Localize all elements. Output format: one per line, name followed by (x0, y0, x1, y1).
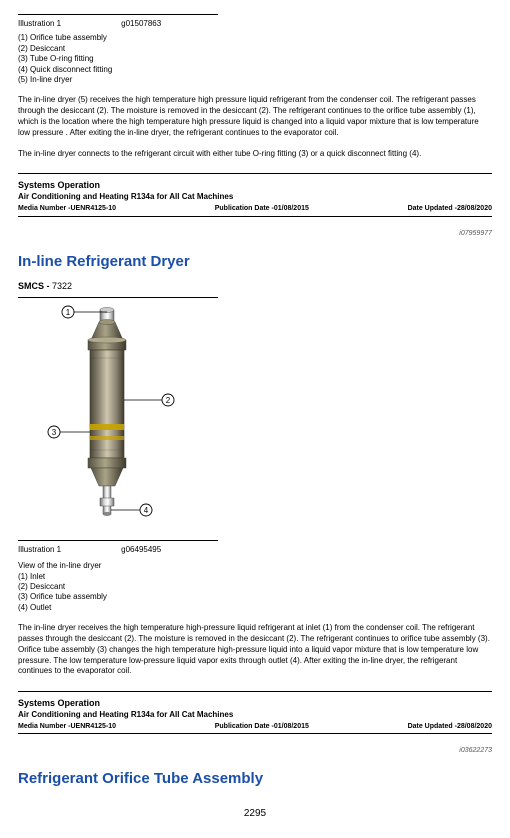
smcs-code: 7322 (52, 281, 72, 291)
svg-text:3: 3 (52, 428, 57, 437)
rule (18, 540, 218, 541)
section-title: In-line Refrigerant Dryer (18, 252, 492, 272)
smcs-row: SMCS - 7322 (18, 281, 492, 293)
meta-row: Media Number -UENR4125-10 Publication Da… (18, 204, 492, 213)
legend-item: (1) Inlet (18, 572, 492, 582)
paragraph: The in-line dryer receives the high temp… (18, 623, 492, 677)
rule (18, 297, 218, 298)
paragraph: The in-line dryer (5) receives the high … (18, 95, 492, 138)
rule (18, 691, 492, 692)
rule (18, 173, 492, 174)
legend: View of the in-line dryer (1) Inlet (2) … (18, 561, 492, 613)
legend-item: (4) Outlet (18, 603, 492, 613)
legend-item: (3) Orifice tube assembly (18, 592, 492, 602)
illustration-row-top: Illustration 1 g01507863 (18, 19, 492, 29)
legend-item: (5) In-line dryer (18, 75, 492, 85)
legend-item: (2) Desiccant (18, 44, 492, 54)
section-title: Refrigerant Orifice Tube Assembly (18, 769, 492, 789)
svg-text:1: 1 (66, 308, 71, 317)
date-updated: Date Updated -28/08/2020 (408, 204, 492, 213)
document-id: i03622273 (18, 746, 492, 755)
document-id: i07959977 (18, 229, 492, 238)
legend-item: (2) Desiccant (18, 582, 492, 592)
document-subtitle: Air Conditioning and Heating R134a for A… (18, 192, 492, 202)
rule-top (18, 14, 218, 15)
document-subtitle: Air Conditioning and Heating R134a for A… (18, 710, 492, 720)
legend-item: (4) Quick disconnect fitting (18, 65, 492, 75)
illustration-row: Illustration 1 g06495495 (18, 545, 492, 555)
illustration-id: g01507863 (121, 19, 161, 29)
meta-row: Media Number -UENR4125-10 Publication Da… (18, 722, 492, 731)
systems-operation-heading: Systems Operation (18, 180, 492, 192)
illustration-label: Illustration 1 (18, 19, 61, 29)
legend-item: (1) Orifice tube assembly (18, 33, 492, 43)
legend-item: (3) Tube O-ring fitting (18, 54, 492, 64)
illustration-label: Illustration 1 (18, 545, 61, 555)
legend-top: (1) Orifice tube assembly (2) Desiccant … (18, 33, 492, 85)
svg-text:2: 2 (166, 396, 171, 405)
page-number: 2295 (18, 807, 492, 820)
media-number: Media Number -UENR4125-10 (18, 204, 116, 213)
svg-text:4: 4 (144, 506, 149, 515)
rule (18, 216, 492, 217)
illustration-id: g06495495 (121, 545, 161, 555)
rule (18, 733, 492, 734)
view-label: View of the in-line dryer (18, 561, 492, 571)
media-number: Media Number -UENR4125-10 (18, 722, 116, 731)
publication-date: Publication Date -01/08/2015 (215, 204, 309, 213)
smcs-label: SMCS - (18, 281, 52, 291)
publication-date: Publication Date -01/08/2015 (215, 722, 309, 731)
date-updated: Date Updated -28/08/2020 (408, 722, 492, 731)
paragraph: The in-line dryer connects to the refrig… (18, 149, 492, 160)
systems-operation-heading: Systems Operation (18, 698, 492, 710)
inline-dryer-diagram: 1 2 3 4 (18, 304, 218, 534)
